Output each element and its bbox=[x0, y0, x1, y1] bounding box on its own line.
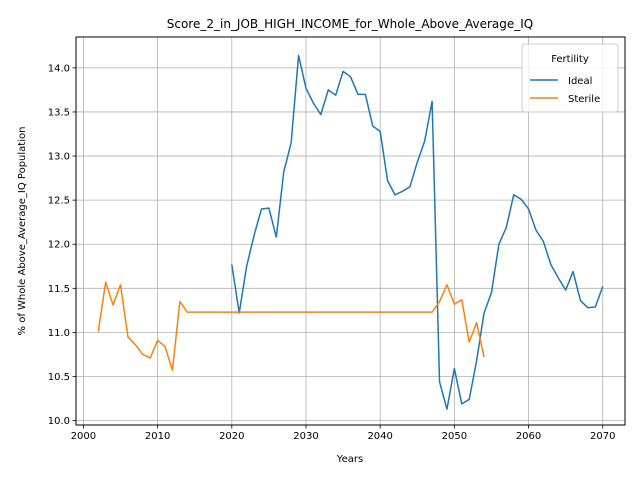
series-line-ideal bbox=[231, 54, 604, 410]
y-tick-label: 13.0 bbox=[48, 152, 70, 163]
x-tick-label: 2020 bbox=[219, 431, 244, 442]
y-tick-label: 12.0 bbox=[48, 240, 70, 251]
x-tick-label: 2000 bbox=[71, 431, 96, 442]
y-tick-label: 14.0 bbox=[48, 63, 70, 74]
x-tick-label: 2070 bbox=[590, 431, 615, 442]
legend: Fertility Ideal Sterile bbox=[521, 43, 619, 113]
plot-frame bbox=[75, 36, 626, 426]
x-tick-label: 2040 bbox=[367, 431, 392, 442]
axis-ticks: 2000 2010 2020 2030 2040 2050 2060 2070 10.0 10.5… bbox=[48, 63, 616, 442]
legend-label-ideal: Ideal bbox=[568, 76, 592, 87]
y-tick-label: 10.0 bbox=[48, 416, 70, 427]
y-tick-label: 11.0 bbox=[48, 328, 70, 339]
x-tick-label: 2030 bbox=[293, 431, 318, 442]
y-tick-label: 11.5 bbox=[48, 284, 70, 295]
y-tick-label: 10.5 bbox=[48, 372, 70, 383]
series-line-sterile bbox=[97, 281, 485, 372]
x-tick-label: 2010 bbox=[145, 431, 170, 442]
y-tick-label: 13.5 bbox=[48, 107, 70, 118]
x-tick-label: 2050 bbox=[442, 431, 467, 442]
x-axis-label: Years bbox=[336, 454, 363, 465]
y-axis-label: % of Whole Above_Average_IQ Population bbox=[17, 127, 28, 336]
legend-box bbox=[521, 43, 619, 113]
series-lines bbox=[97, 54, 604, 410]
legend-title: Fertility bbox=[551, 54, 589, 65]
legend-label-sterile: Sterile bbox=[568, 94, 600, 105]
chart-title: Score_2_in_JOB_HIGH_INCOME_for_Whole_Abo… bbox=[167, 17, 534, 31]
y-tick-label: 12.5 bbox=[48, 196, 70, 207]
x-tick-label: 2060 bbox=[516, 431, 541, 442]
